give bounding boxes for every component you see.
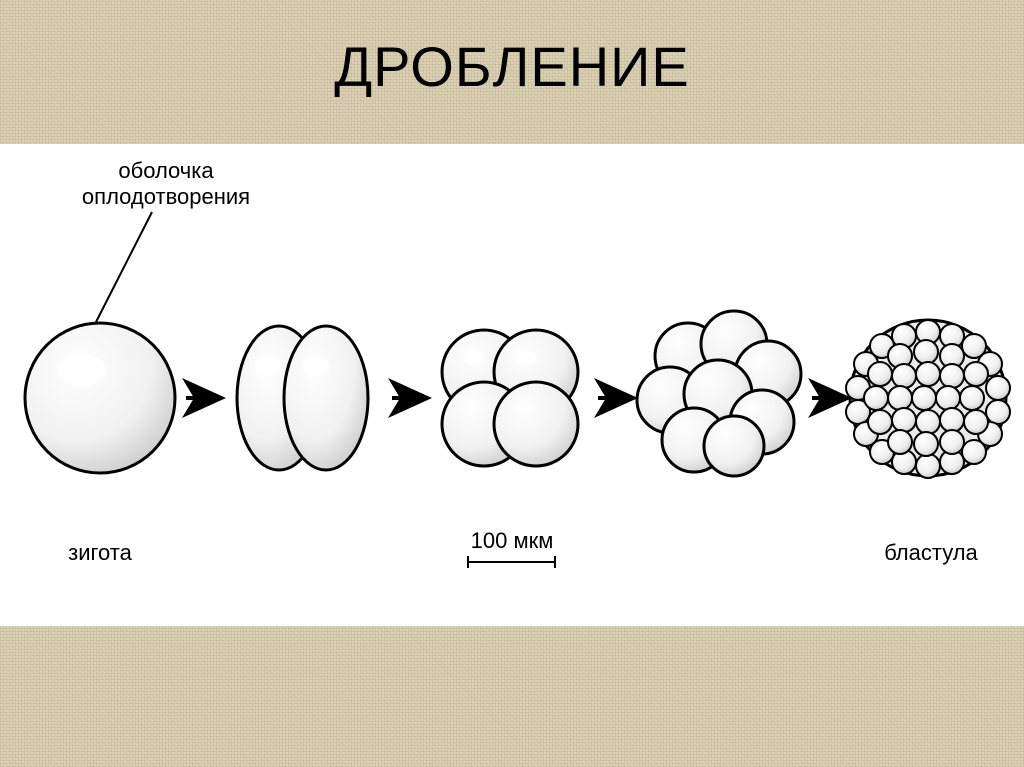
scale-bar	[468, 556, 555, 568]
label-blastula: бластула	[856, 540, 1006, 566]
diagram-figure: оболочка оплодотворения	[0, 144, 1024, 626]
stage-zygote	[25, 323, 175, 473]
stage-morula	[637, 311, 801, 476]
label-zygote: зигота	[40, 540, 160, 566]
scale-label: 100 мкм	[452, 528, 572, 554]
page-title: ДРОБЛЕНИЕ	[0, 34, 1024, 99]
stage-blastula	[846, 320, 1010, 478]
stage-two-cell	[237, 326, 368, 470]
annotation-pointer	[96, 212, 152, 322]
stage-four-cell	[442, 330, 578, 466]
